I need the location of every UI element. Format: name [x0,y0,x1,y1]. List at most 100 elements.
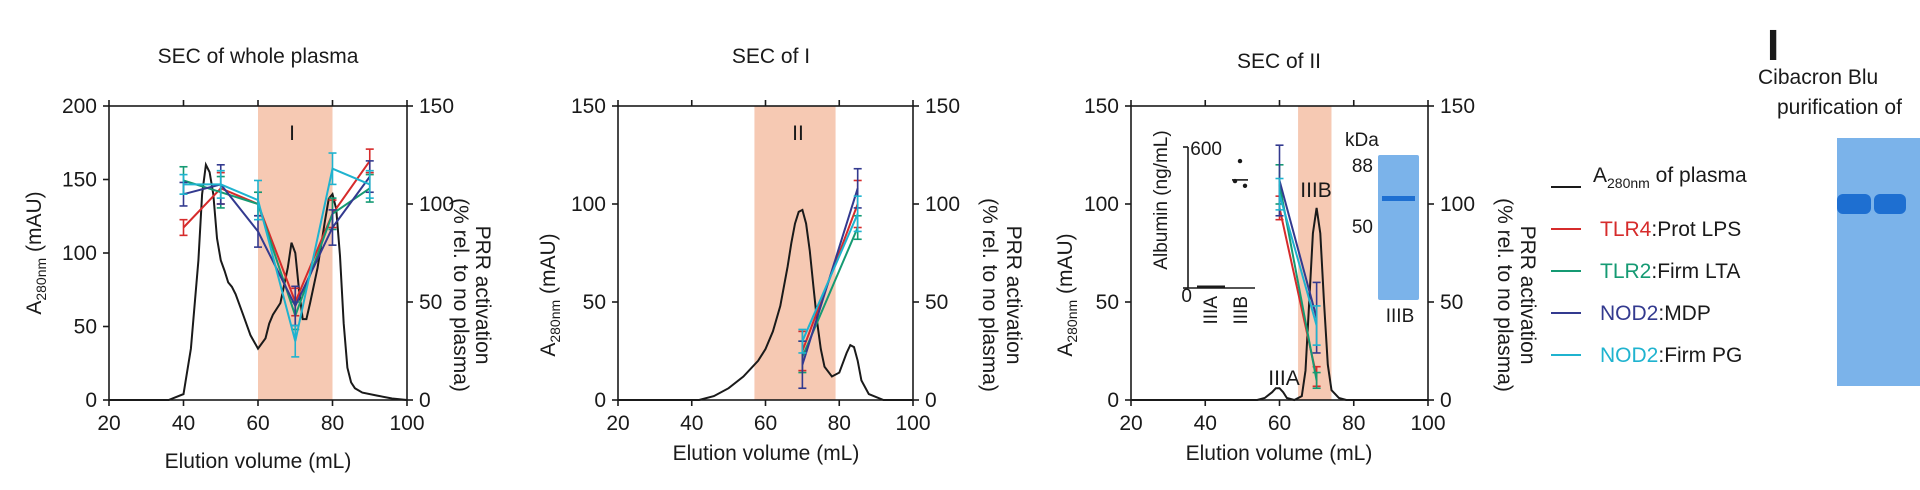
x-tick-label: 80 [1342,412,1365,435]
prr-series-group [798,167,862,390]
inset-category-label: IIIB [1231,296,1252,325]
y-right-axis-label-line2: (% rel. to no plasma) [978,198,1001,392]
y-tick-label: 50 [74,316,97,339]
absorbance-trace [1131,207,1428,402]
gel-marker-label: 88 [1352,156,1373,177]
y-right-axis-label-line2: (% rel. to no plasma) [449,198,472,392]
side-title-line1: Cibacron Blu [1758,66,1878,89]
x-axis-label: Elution volume (mL) [165,450,352,473]
y-right-tick-labels: 0 50 100 150 [925,95,960,412]
y-axis-label: A280nm (mAU) [537,233,563,356]
series-line-0 [182,160,371,305]
chart-title: SEC of II [1237,50,1321,73]
y-right-tick-label: 100 [1440,193,1475,216]
highlight-label: II [792,122,804,145]
inset-y-tick-label: 600 [1190,139,1222,160]
x-tick-label: 100 [1410,412,1445,435]
legend-label: NOD2:MDP [1600,302,1711,325]
x-tick-label: 40 [172,412,195,435]
side-gel-band-2 [1874,194,1906,214]
y-tick-label: 100 [62,242,97,265]
y-tick-label: 100 [571,193,606,216]
side-gel-image [1837,138,1920,386]
inset-point [1242,183,1248,188]
x-tick-label: 60 [246,412,269,435]
x-tick-label: 80 [828,412,851,435]
inset-point [1237,158,1243,164]
y-axis-label: A280nm (mAU) [23,191,49,314]
y-right-tick-label: 100 [419,193,454,216]
y-right-tick-label: 150 [419,95,454,118]
highlight-band [1298,106,1332,400]
gel-marker-label: 50 [1352,217,1373,238]
legend-ligand: :Prot LPS [1651,218,1741,241]
y-right-axis-label-line1: PRR activation [1516,226,1539,365]
y-tick-labels: 0 50 100 150 [571,95,606,412]
inset-y-tick-label: 0 [1181,286,1192,307]
x-tick-label: 80 [321,412,344,435]
y-right-tick-label: 50 [1440,291,1463,314]
prr-series-group [1275,144,1321,390]
y-tick-label: 50 [583,291,606,314]
y-right-tick-label: 0 [419,389,431,412]
series-line-3 [1278,193,1318,326]
y-right-tick-labels: 0 50 100 150 [1440,95,1475,412]
highlight-label: I [289,122,295,145]
legend-ligand: :Firm LTA [1651,260,1740,283]
albumin-inset: 600 0 Albumin (ng/mL) IIIA IIIB [1151,130,1255,325]
gel-band [1382,196,1415,201]
series-line-2 [1278,180,1318,318]
side-title-line2: purification of [1777,96,1902,119]
chart-title: SEC of I [732,45,810,68]
legend-receptor: TLR2 [1600,260,1651,283]
axes-frame [612,100,919,406]
y-right-tick-label: 0 [1440,389,1452,412]
y-tick-labels: 0 50 100 150 200 [62,95,97,412]
y-right-tick-labels: 0 50 100 150 [419,95,454,412]
highlight-region [1298,106,1332,400]
highlight-region [754,106,836,400]
absorbance-trace-line [1131,207,1428,402]
legend: A280nm of plasma TLR4:Prot LPSTLR2:Firm … [1551,164,1747,367]
y-right-tick-label: 150 [925,95,960,118]
y-right-tick-label: 50 [925,291,948,314]
y-right-tick-label: 0 [925,389,937,412]
x-tick-label: 100 [895,412,930,435]
prr-series-group [179,148,374,358]
series-line-3 [183,167,371,342]
chart-sec-of-ii: SEC of II IIIB IIIA 20 40 60 80 100 0 50 100 15… [1054,50,1539,465]
y-right-axis-label-line2: (% rel. to no plasma) [1493,198,1516,392]
gel-lane-label: IIIB [1386,306,1415,327]
y-tick-label: 0 [85,389,97,412]
inset-category-label: IIIA [1201,296,1222,325]
legend-label-plasma: A280nm of plasma [1593,164,1747,191]
legend-ligand: :MDP [1658,302,1711,325]
legend-receptor: TLR4 [1600,218,1652,241]
x-tick-labels: 20 40 60 80 100 [606,412,930,435]
absorbance-trace [618,208,913,401]
x-tick-label: 20 [97,412,120,435]
x-tick-label: 20 [1119,412,1142,435]
gel-lane-image [1378,155,1419,300]
legend-label: NOD2:Firm PG [1600,344,1742,367]
y-right-tick-label: 100 [925,193,960,216]
y-tick-label: 100 [1084,193,1119,216]
y-tick-label: 50 [1096,291,1119,314]
gel-inset: kDa 88 50 IIIB [1345,130,1419,327]
x-tick-label: 60 [1268,412,1291,435]
absorbance-trace-line [109,161,408,401]
y-tick-label: 0 [594,389,606,412]
y-right-tick-label: 50 [419,291,442,314]
x-tick-labels: 20 40 60 80 100 [1119,412,1445,435]
y-right-axis-label-line1: PRR activation [471,226,494,365]
chart-sec-whole-plasma: SEC of whole plasma I 20 40 60 80 100 0 50 100… [23,45,494,473]
y-tick-label: 0 [1107,389,1119,412]
axes-frame [1125,100,1434,406]
highlight-band [754,106,836,400]
legend-receptor: NOD2 [1600,302,1658,325]
x-tick-label: 40 [680,412,703,435]
y-tick-label: 150 [62,169,97,192]
series-line-3 [801,213,859,342]
